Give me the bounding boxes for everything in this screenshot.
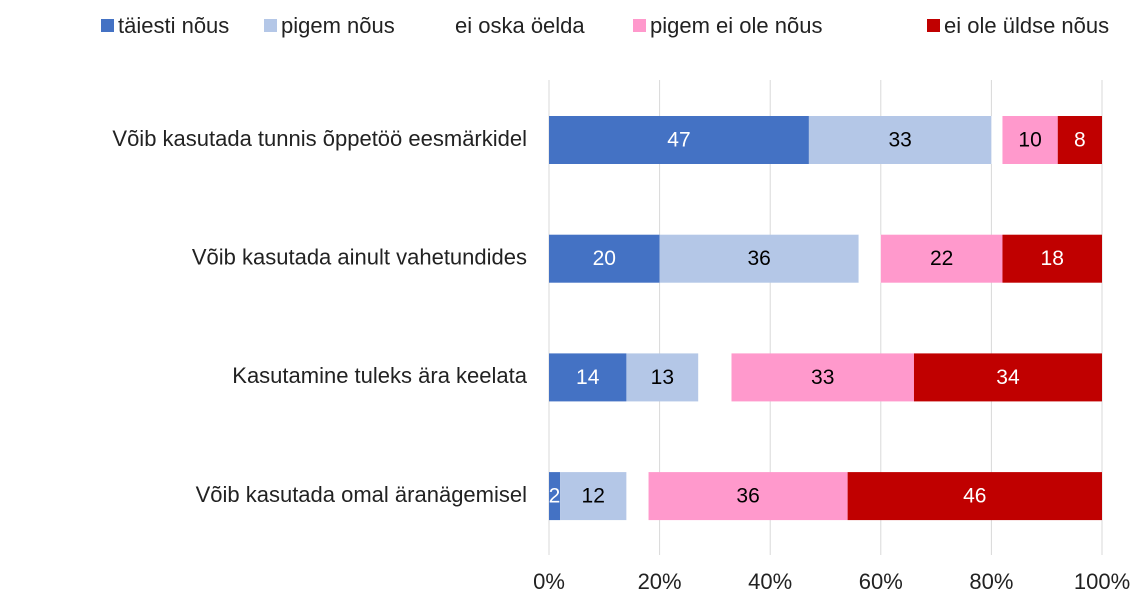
bar-segment: [549, 234, 660, 283]
data-label: 46: [963, 485, 986, 508]
category-label: Võib kasutada ainult vahetundides: [192, 245, 527, 270]
legend-label: ei ole üldse nõus: [944, 13, 1109, 38]
data-label: 12: [582, 485, 605, 508]
bar-segment: [659, 234, 859, 283]
legend-label: pigem nõus: [281, 13, 395, 38]
data-label: 8: [1074, 129, 1086, 152]
x-tick-label: 40%: [748, 569, 792, 594]
data-label: 36: [747, 247, 770, 270]
bar-segment: [626, 353, 699, 402]
bar-segment: [991, 116, 1003, 164]
category-label: Kasutamine tuleks ära keelata: [232, 363, 527, 388]
data-label: 33: [888, 129, 911, 152]
bar-segment: [626, 472, 649, 521]
bar-segment: [549, 116, 809, 164]
x-tick-label: 60%: [859, 569, 903, 594]
bar-segment: [648, 472, 848, 521]
bar-segment: [880, 234, 1003, 283]
data-label: 18: [1041, 247, 1064, 270]
x-tick-label: 20%: [638, 569, 682, 594]
bar-segment: [560, 472, 627, 521]
data-label: 22: [930, 247, 953, 270]
data-label: 34: [996, 366, 1020, 389]
x-tick-label: 0%: [533, 569, 565, 594]
bar-segment: [1002, 116, 1058, 164]
bar-segment: [731, 353, 914, 402]
data-label: 47: [667, 129, 690, 152]
category-label: Võib kasutada omal äranägemisel: [196, 482, 527, 507]
data-label: 10: [1018, 129, 1041, 152]
legend-label: ei oska öelda: [455, 13, 585, 38]
bar-segment: [549, 472, 561, 521]
bar-segment: [808, 116, 992, 164]
bar-segment: [913, 353, 1102, 402]
legend-swatch: [633, 19, 646, 32]
bar-segment: [549, 353, 627, 402]
bar-segment: [698, 353, 732, 402]
data-label: 36: [736, 485, 759, 508]
x-tick-label: 80%: [969, 569, 1013, 594]
legend-label: täiesti nõus: [118, 13, 229, 38]
data-label: 13: [651, 366, 674, 389]
bar-segment: [858, 234, 881, 283]
bar-segment: [1002, 234, 1102, 283]
bar-segment: [1057, 116, 1102, 164]
legend-label: pigem ei ole nõus: [650, 13, 822, 38]
data-label: 2: [549, 485, 561, 508]
legend-swatch: [927, 19, 940, 32]
bar-segment: [847, 472, 1102, 521]
data-label: 20: [593, 247, 616, 270]
data-label: 33: [811, 366, 834, 389]
category-label: Võib kasutada tunnis õppetöö eesmärkidel: [112, 126, 527, 151]
legend-swatch: [438, 19, 451, 32]
legend-swatch: [264, 19, 277, 32]
legend-swatch: [101, 19, 114, 32]
data-label: 14: [576, 366, 600, 389]
x-tick-label: 100%: [1074, 569, 1130, 594]
